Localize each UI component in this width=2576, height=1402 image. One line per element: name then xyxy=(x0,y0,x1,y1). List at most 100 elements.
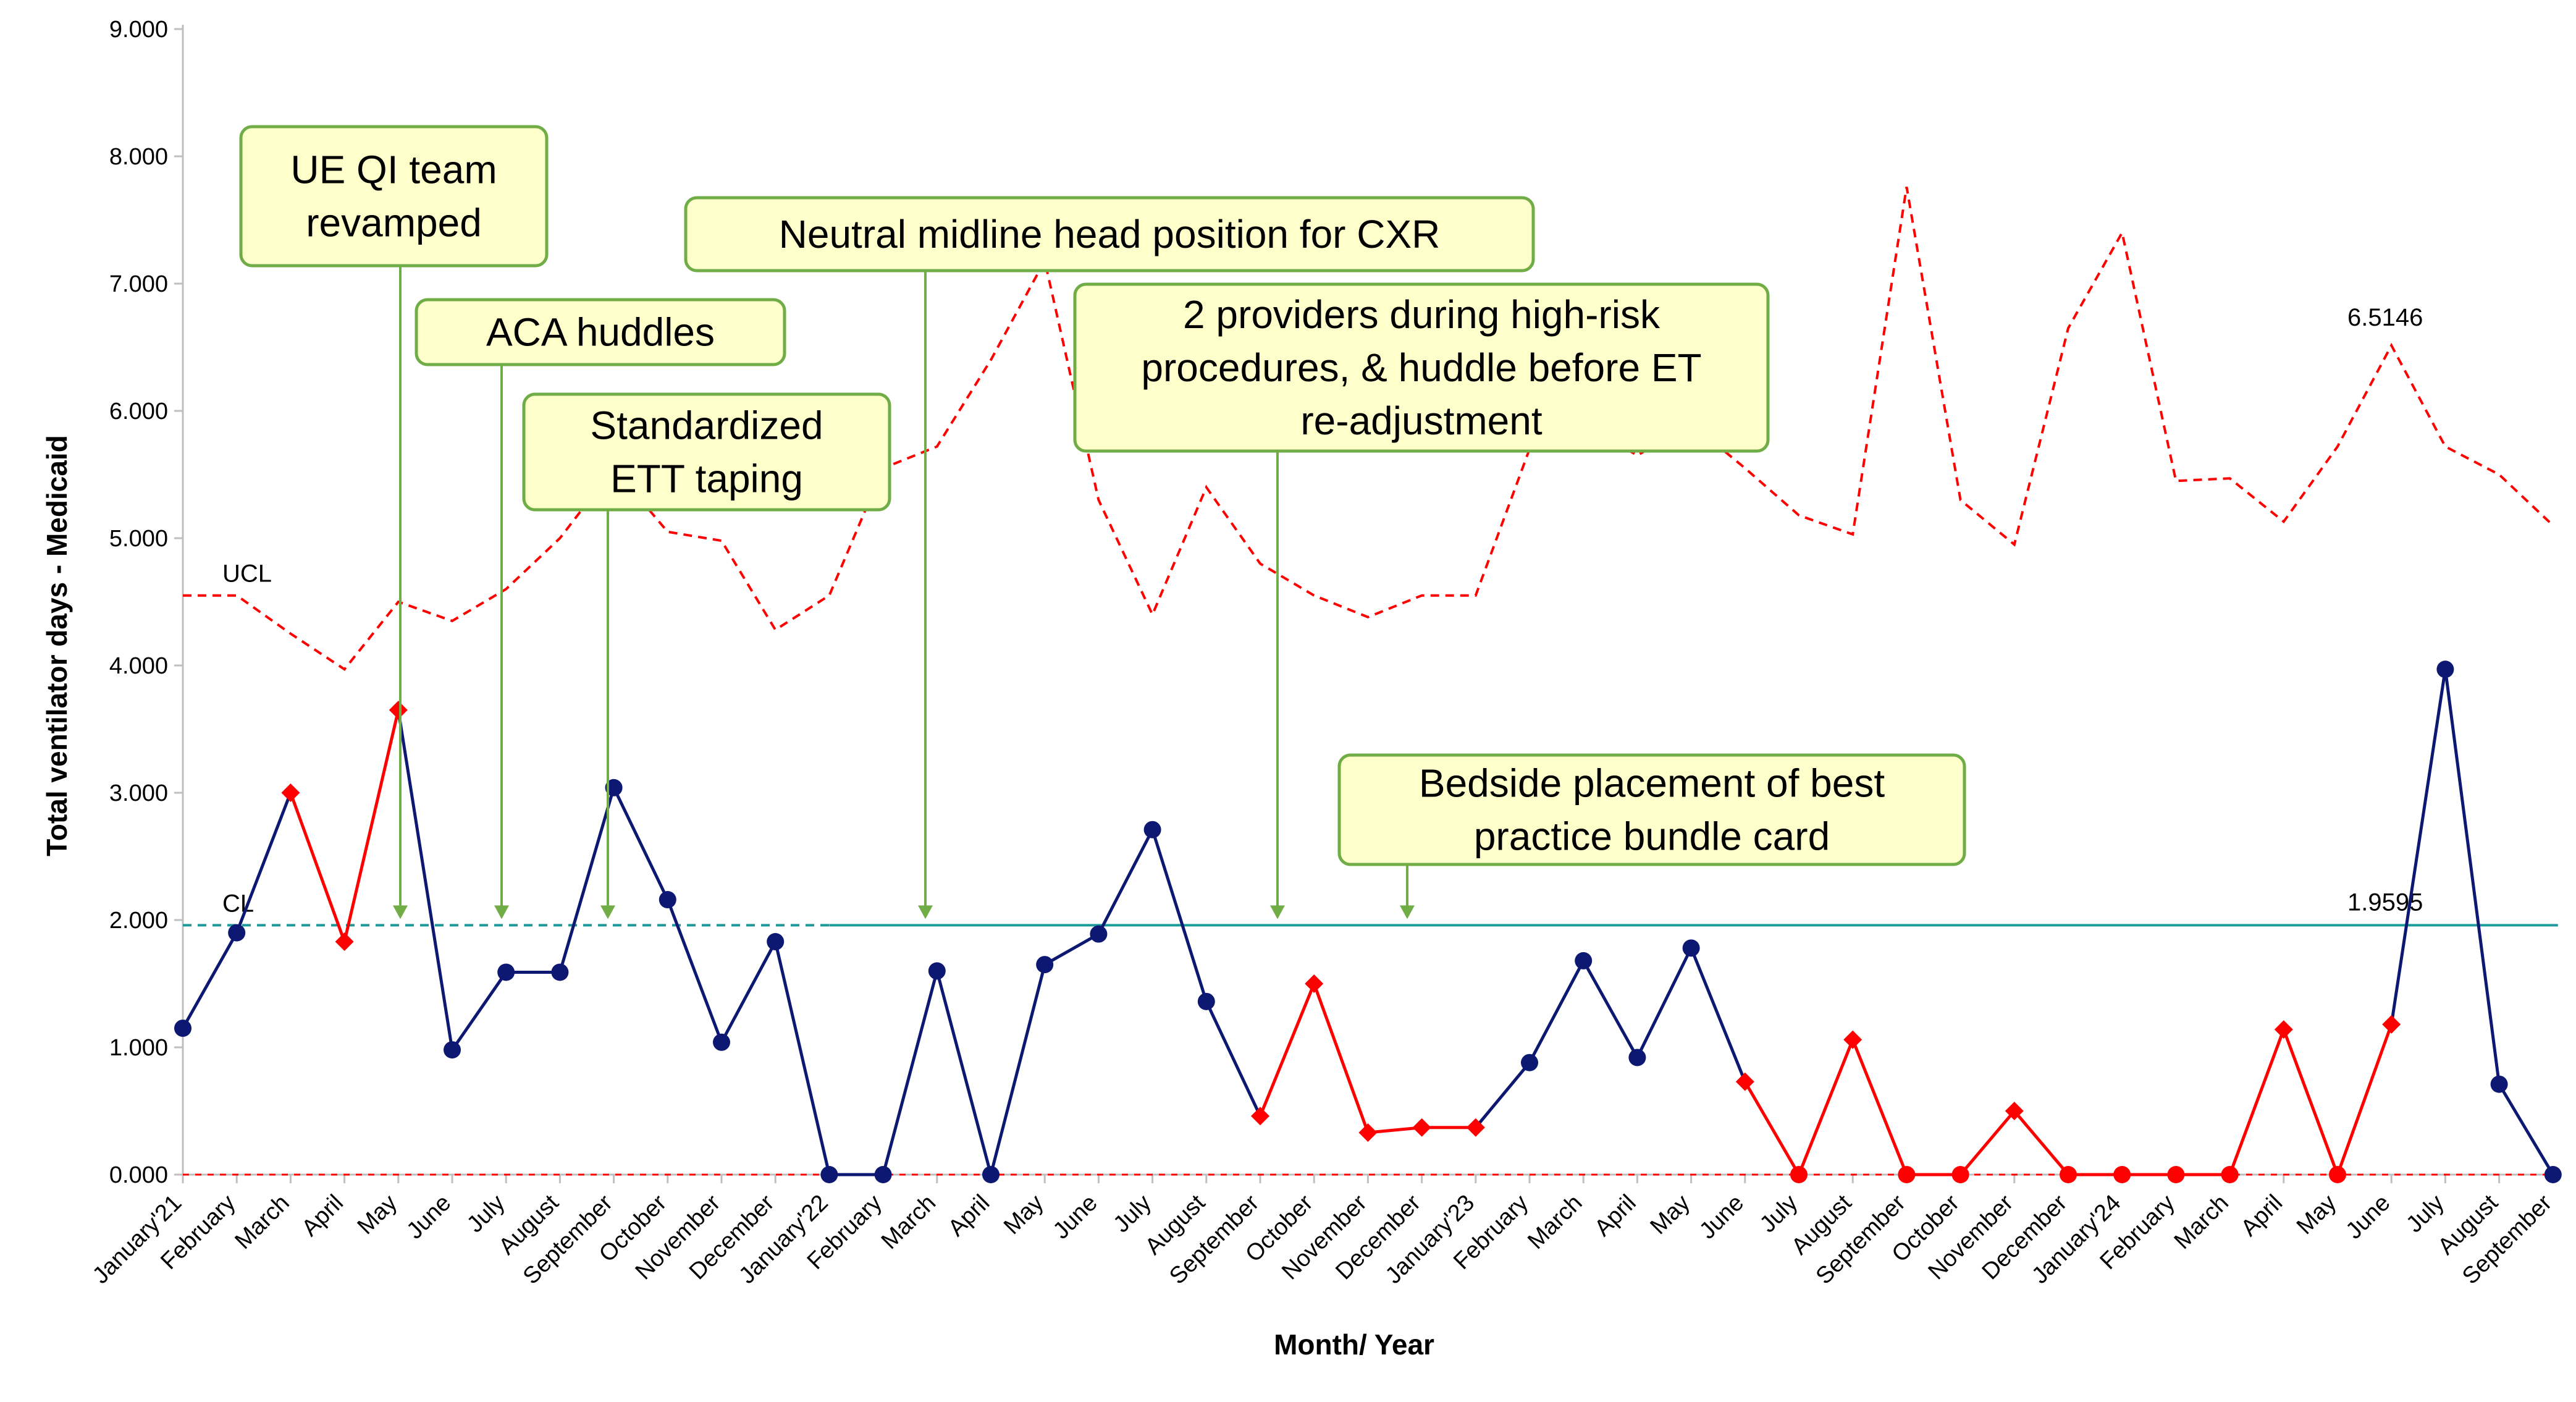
annotation-text: procedures, & huddle before ET xyxy=(1141,345,1701,390)
x-tick-label: May xyxy=(1645,1190,1694,1239)
data-point xyxy=(1682,939,1700,957)
series-segment xyxy=(2228,1029,2286,1175)
arrow-head xyxy=(600,905,615,919)
data-point xyxy=(389,701,408,720)
x-tick-label: July xyxy=(462,1190,510,1238)
data-point xyxy=(2382,1015,2401,1034)
x-tick-label: April xyxy=(1589,1190,1641,1241)
data-point xyxy=(2005,1102,2024,1120)
series-segment xyxy=(773,941,831,1175)
y-tick-label: 8.000 xyxy=(109,144,168,170)
annotation-text: ETT taping xyxy=(610,457,803,501)
x-axis-title: Month/ Year xyxy=(1274,1328,1434,1361)
series-segment xyxy=(2336,1024,2393,1175)
series-segment xyxy=(1582,960,1639,1058)
data-point xyxy=(228,924,246,942)
arrow-head xyxy=(393,905,408,919)
data-point xyxy=(1466,1118,1485,1137)
x-tick-label: April xyxy=(2236,1190,2288,1241)
data-point xyxy=(2436,661,2454,678)
series-segment xyxy=(2389,669,2447,1025)
data-point xyxy=(2544,1166,2562,1183)
data-point xyxy=(2221,1166,2239,1183)
series-segment xyxy=(1097,829,1154,935)
x-tick-label: July xyxy=(1755,1190,1803,1238)
data-point xyxy=(659,891,676,909)
series-segment xyxy=(1151,829,1208,1002)
annotation-callout: Neutral midline head position for CXR xyxy=(684,196,1535,919)
x-tick-label: April xyxy=(297,1190,348,1241)
series-segment xyxy=(2498,1083,2554,1176)
x-tick-label: May xyxy=(999,1190,1048,1239)
series-segment xyxy=(935,970,993,1175)
annotation-box xyxy=(415,298,786,366)
x-tick-label: July xyxy=(1108,1190,1156,1238)
annotation-callout: Standardized ETT taping xyxy=(522,392,891,919)
x-tick-label: May xyxy=(353,1190,402,1239)
annotation-text: 2 providers during high-risk xyxy=(1183,292,1661,337)
series-segment xyxy=(397,709,454,1050)
data-point xyxy=(1412,1118,1431,1137)
data-point xyxy=(1305,974,1324,993)
series-segment xyxy=(181,932,238,1029)
y-tick-label: 6.000 xyxy=(109,399,168,424)
series-segment xyxy=(1258,983,1316,1117)
y-tick-label: 9.000 xyxy=(109,17,168,43)
data-point xyxy=(1358,1123,1378,1142)
data-point xyxy=(1628,1049,1646,1066)
x-tick-label: June xyxy=(1048,1190,1103,1244)
annotation-box xyxy=(522,392,891,512)
data-point xyxy=(497,963,515,981)
annotation-text: Standardized xyxy=(590,403,823,448)
data-point xyxy=(551,963,569,981)
series-segment xyxy=(343,709,400,942)
x-tick-label: March xyxy=(1523,1190,1587,1254)
x-tick-label: March xyxy=(877,1190,941,1254)
series-segment xyxy=(720,940,777,1043)
arrow-head xyxy=(494,905,509,919)
series-segment xyxy=(612,787,670,901)
series-segment xyxy=(289,792,346,942)
cl-layer: CL 1.9595 xyxy=(183,889,2558,927)
series-segment xyxy=(1636,947,1693,1058)
data-point xyxy=(1790,1166,1808,1183)
series-segment xyxy=(1368,1126,1422,1134)
data-point xyxy=(2167,1166,2185,1183)
series-segment xyxy=(1205,1000,1262,1117)
annotation-text: Bedside placement of best xyxy=(1419,761,1885,806)
data-point xyxy=(1898,1166,1916,1183)
annotation-callout: UE QI team revamped xyxy=(239,125,549,919)
series-segment xyxy=(1851,1039,1908,1175)
data-point xyxy=(713,1033,730,1051)
data-layer xyxy=(174,661,2562,1183)
data-point xyxy=(174,1020,192,1037)
series-segment xyxy=(558,787,615,973)
annotation-callout: 2 providers during high-risk procedures, … xyxy=(1073,282,1770,919)
series-segment xyxy=(1312,983,1370,1133)
series-segment xyxy=(1528,960,1585,1063)
series-segment xyxy=(989,964,1046,1175)
annotation-text: ACA huddles xyxy=(486,310,715,355)
series-segment xyxy=(1959,1110,2016,1176)
data-point xyxy=(1090,925,1108,943)
series-segment xyxy=(450,971,508,1051)
annotation-box xyxy=(1073,282,1770,453)
series-segment xyxy=(2443,669,2501,1085)
series-segment xyxy=(1474,1062,1531,1129)
data-point xyxy=(1197,992,1215,1010)
y-tick-label: 2.000 xyxy=(109,908,168,934)
data-point xyxy=(1143,821,1161,838)
y-axis-title: Total ventilator days - Medicaid xyxy=(41,435,73,856)
annotation-text: practice bundle card xyxy=(1474,814,1830,859)
data-point xyxy=(982,1166,1000,1183)
series-segment xyxy=(882,970,939,1175)
data-point xyxy=(928,962,946,980)
y-tick-label: 7.000 xyxy=(109,271,168,297)
arrow-head xyxy=(1270,905,1285,919)
data-point xyxy=(2490,1075,2508,1093)
x-tick-label: March xyxy=(230,1190,294,1254)
annotation-text: revamped xyxy=(306,201,482,245)
ucl-label: UCL xyxy=(222,560,272,588)
